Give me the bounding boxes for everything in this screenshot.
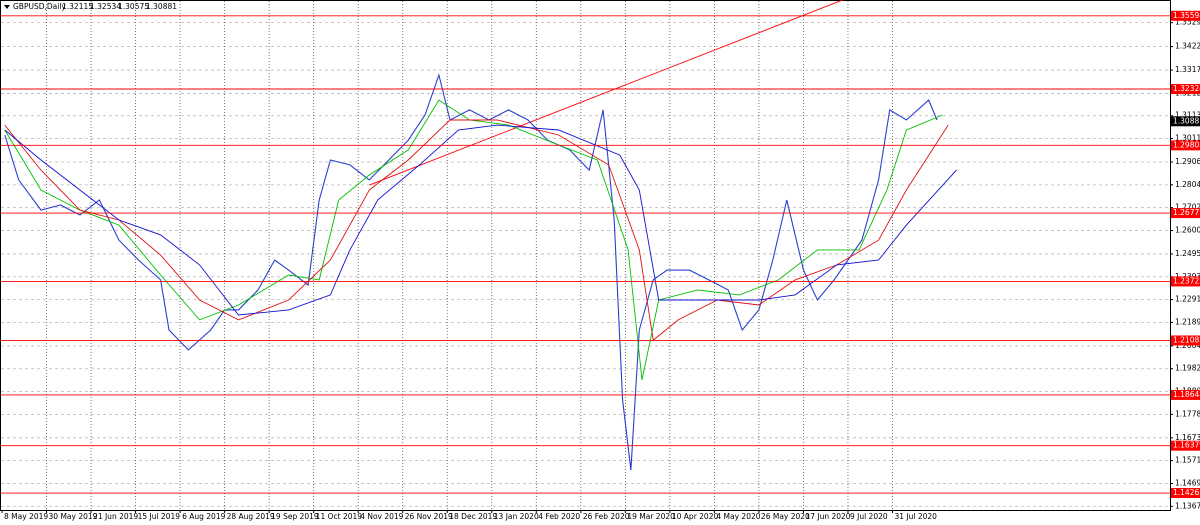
y-tick-label: 1.29060 — [1175, 157, 1200, 166]
y-tick-label: 1.19820 — [1175, 364, 1200, 373]
y-tick-label: 1.13670 — [1175, 501, 1200, 510]
y-tick-label: 1.23930 — [1175, 272, 1200, 281]
current-price-tag — [1171, 116, 1200, 127]
y-tick-label: 1.33170 — [1175, 65, 1200, 74]
price-line — [4, 73, 938, 471]
ohlc-low: 1.30575 — [118, 2, 149, 11]
x-tick-label: 4 Feb 2020 — [538, 512, 580, 521]
level-label: 1.21083 — [1173, 335, 1200, 344]
level-label: 1.23722 — [1173, 276, 1200, 285]
y-tick-label: 1.27020 — [1175, 203, 1200, 212]
x-tick-label: 11 Oct 2019 — [316, 512, 363, 521]
x-tick-label: 26 May 2020 — [761, 512, 810, 521]
x-tick-label: 26 Nov 2019 — [405, 512, 453, 521]
x-tick-label: 15 Jul 2019 — [138, 512, 181, 521]
level-tag — [1171, 84, 1200, 95]
x-tick-label: 30 May 2019 — [49, 512, 98, 521]
level-label: 1.18648 — [1173, 390, 1200, 399]
x-tick-label: 19 Mar 2020 — [627, 512, 675, 521]
y-tick-label: 1.15710 — [1175, 456, 1200, 465]
y-tick-label: 1.22910 — [1175, 295, 1200, 304]
level-tag — [1171, 440, 1200, 451]
level-label: 1.32324 — [1173, 84, 1200, 93]
x-tick-label: 17 Jun 2020 — [805, 512, 850, 521]
x-tick-label: 13 Jan 2020 — [494, 512, 539, 521]
current-price-label: 1.30881 — [1173, 116, 1200, 125]
plot-frame — [0, 0, 1171, 511]
level-tag — [1171, 140, 1200, 151]
level-label: 1.35598 — [1173, 11, 1200, 20]
x-tick-label: 8 May 2019 — [4, 512, 48, 521]
level-tag — [1171, 276, 1200, 287]
y-tick-label: 1.30110 — [1175, 134, 1200, 143]
price-line — [4, 124, 957, 316]
level-tag — [1171, 208, 1200, 219]
menu-arrow[interactable] — [4, 5, 10, 9]
x-tick-label: 10 Apr 2020 — [672, 512, 719, 521]
y-tick-label: 1.14690 — [1175, 478, 1200, 487]
level-tag — [1171, 389, 1200, 400]
level-label: 1.26777 — [1173, 208, 1200, 217]
x-tick-label: 26 Feb 2020 — [583, 512, 630, 521]
y-tick-label: 1.16730 — [1175, 433, 1200, 442]
ohlc-high: 1.32534 — [90, 2, 121, 11]
x-tick-label: 31 Jul 2020 — [895, 512, 938, 521]
x-tick-label: 19 Sep 2019 — [271, 512, 319, 521]
level-label: 1.29805 — [1173, 140, 1200, 149]
x-tick-label: 18 Dec 2019 — [449, 512, 497, 521]
level-label: 1.16379 — [1173, 441, 1200, 450]
x-tick-label: 28 Aug 2019 — [227, 512, 275, 521]
ohlc-close: 1.30881 — [146, 2, 177, 11]
y-tick-label: 1.35290 — [1175, 18, 1200, 27]
y-tick-label: 1.31130 — [1175, 111, 1200, 120]
y-tick-label: 1.24950 — [1175, 249, 1200, 258]
x-tick-label: 21 Jun 2019 — [93, 512, 138, 521]
price-line — [4, 119, 949, 341]
price-line — [4, 99, 943, 380]
trendline — [369, 0, 843, 186]
x-tick-label: 9 Jul 2020 — [850, 512, 888, 521]
level-tag — [1171, 335, 1200, 346]
level-tag — [1171, 488, 1200, 499]
level-tag — [1171, 10, 1200, 21]
ohlc-open: 1.32115 — [62, 2, 93, 11]
level-label: 1.14263 — [1173, 488, 1200, 497]
x-tick-label: 4 May 2020 — [716, 512, 760, 521]
y-tick-label: 1.34220 — [1175, 42, 1200, 51]
symbol: GBPUSD,Daily — [13, 2, 66, 11]
y-tick-label: 1.28040 — [1175, 180, 1200, 189]
y-tick-label: 1.21890 — [1175, 317, 1200, 326]
y-tick-label: 1.17780 — [1175, 409, 1200, 418]
x-tick-label: 6 Aug 2019 — [182, 512, 225, 521]
x-tick-label: 4 Nov 2019 — [360, 512, 403, 521]
y-tick-label: 1.26000 — [1175, 225, 1200, 234]
